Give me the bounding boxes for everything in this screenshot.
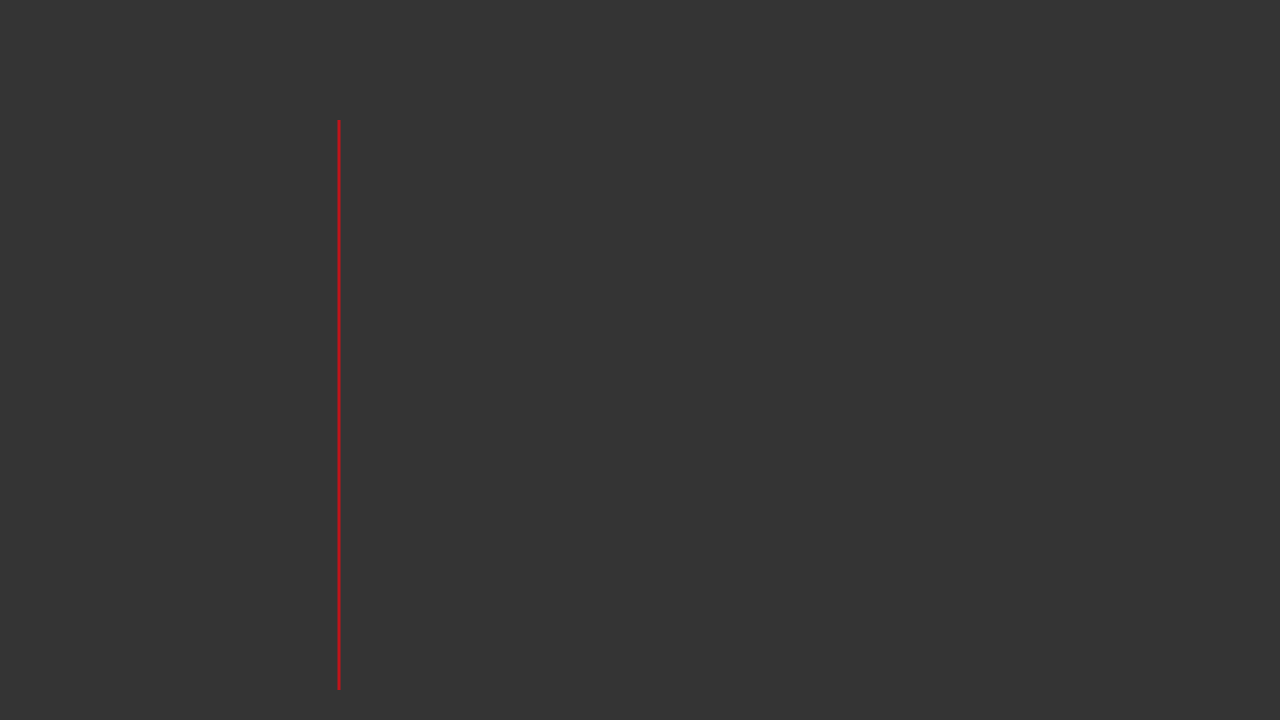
screen [337, 120, 341, 690]
canvas [337, 120, 341, 690]
